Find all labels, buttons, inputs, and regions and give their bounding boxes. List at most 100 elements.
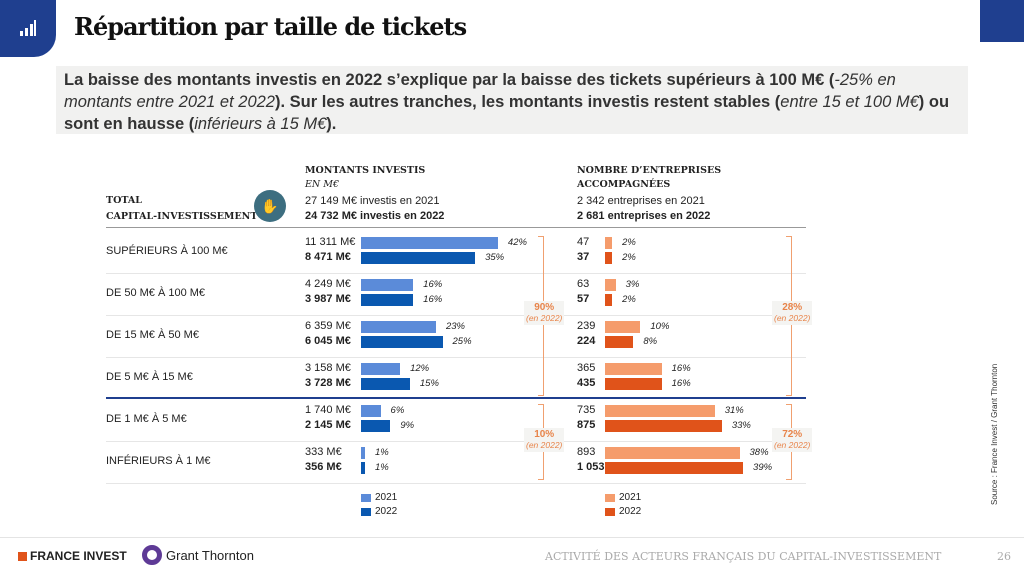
group-divider: [106, 397, 806, 399]
legend-item: 2021: [361, 492, 397, 503]
row-separator: [106, 357, 806, 358]
amounts-value-label: 356 M€: [305, 461, 342, 473]
corner-decoration: [980, 0, 1024, 42]
amounts-pct-label: 23%: [445, 321, 465, 332]
companies-value-label: 735: [577, 404, 596, 416]
companies-value-label: 893: [577, 446, 596, 458]
amounts-pct-label: 1%: [375, 447, 389, 458]
bracket-label: 10% (en 2022): [524, 428, 565, 452]
intro-text: La baisse des montants investis en 2022 …: [56, 66, 968, 134]
row-separator: [106, 315, 806, 316]
companies-pct-label: 39%: [753, 462, 773, 473]
amounts-pct-label: 15%: [419, 378, 439, 389]
amounts-bar-2021: [361, 447, 365, 459]
amounts-bar-2021: [361, 279, 414, 291]
row-separator: [106, 441, 806, 442]
amounts-value-label: 4 249 M€: [305, 278, 351, 290]
companies-pct-label: 16%: [671, 363, 691, 374]
amounts-pct-label: 6%: [390, 405, 405, 416]
companies-value-label: 57: [577, 293, 590, 305]
amounts-pct-label: 16%: [423, 294, 443, 305]
companies-bar-2021: [605, 237, 613, 249]
companies-title-2: ACCOMPAGNÉES: [577, 179, 671, 190]
companies-total-2021: 2 342 entreprises en 2021: [577, 195, 705, 207]
amounts-pct-label: 1%: [375, 462, 389, 473]
companies-value-label: 1 053: [577, 461, 605, 473]
category-label: DE 50 M€ À 100 M€: [106, 287, 206, 299]
bar-chart-icon: [20, 20, 36, 36]
total-label: TOTAL: [106, 195, 142, 206]
page-number: 26: [997, 550, 1011, 563]
companies-bar-2021: [605, 405, 715, 417]
bracket-label: 90% (en 2022): [524, 301, 565, 325]
companies-total-2022: 2 681 entreprises en 2022: [577, 210, 711, 222]
companies-pct-label: 38%: [749, 447, 769, 458]
companies-bar-2021: [605, 363, 662, 375]
companies-value-label: 239: [577, 320, 596, 332]
grant-thornton-logo: Grant Thornton: [142, 545, 254, 565]
amounts-value-label: 1 740 M€: [305, 404, 351, 416]
row-separator: [106, 483, 806, 484]
money-hand-icon: ✋: [254, 190, 286, 222]
amounts-bar-2021: [361, 363, 401, 375]
amounts-unit: EN M€: [305, 179, 340, 190]
legend-item: 2022: [605, 506, 641, 517]
legend-item: 2021: [605, 492, 641, 503]
amounts-value-label: 2 145 M€: [305, 419, 351, 431]
footer-caption: ACTIVITÉ DES ACTEURS FRANÇAIS DU CAPITAL…: [545, 550, 942, 563]
amounts-total-2022: 24 732 M€ investis en 2022: [305, 210, 445, 222]
companies-pct-label: 16%: [671, 378, 691, 389]
amounts-value-label: 8 471 M€: [305, 251, 351, 263]
amounts-bar-2022: [361, 378, 410, 390]
amounts-pct-label: 42%: [507, 237, 527, 248]
total-label-2: CAPITAL-INVESTISSEMENT: [106, 211, 258, 222]
amounts-total-2021: 27 149 M€ investis en 2021: [305, 195, 440, 207]
companies-bar-2022: [605, 420, 722, 432]
amounts-value-label: 6 359 M€: [305, 320, 351, 332]
companies-bar-2022: [605, 378, 662, 390]
amounts-pct-label: 9%: [400, 420, 415, 431]
amounts-bar-2021: [361, 321, 436, 333]
companies-pct-label: 31%: [724, 405, 744, 416]
companies-value-label: 47: [577, 236, 590, 248]
category-label: INFÉRIEURS À 1 M€: [106, 455, 211, 467]
companies-value-label: 37: [577, 251, 590, 263]
companies-pct-label: 10%: [650, 321, 670, 332]
footer-divider: [0, 537, 1024, 538]
header-badge: [0, 0, 56, 57]
legend-item: 2022: [361, 506, 397, 517]
companies-pct-label: 33%: [731, 420, 751, 431]
companies-bar-2021: [605, 279, 616, 291]
amounts-pct-label: 16%: [423, 279, 443, 290]
amounts-bar-2022: [361, 420, 391, 432]
header-divider: [106, 227, 806, 228]
category-label: SUPÉRIEURS À 100 M€: [106, 245, 228, 257]
amounts-bar-2022: [361, 252, 476, 264]
amounts-bar-2022: [361, 336, 443, 348]
france-invest-logo: FRANCE INVEST: [18, 549, 127, 563]
companies-value-label: 435: [577, 377, 596, 389]
companies-bar-2022: [605, 462, 744, 474]
companies-bar-2022: [605, 336, 634, 348]
amounts-bar-2022: [361, 462, 365, 474]
amounts-bar-2021: [361, 405, 381, 417]
bracket-label: 72% (en 2022): [772, 428, 813, 452]
amounts-value-label: 3 987 M€: [305, 293, 351, 305]
companies-pct-label: 2%: [622, 294, 636, 305]
amounts-title: MONTANTS INVESTIS: [305, 165, 426, 176]
amounts-value-label: 3 728 M€: [305, 377, 351, 389]
companies-value-label: 365: [577, 362, 596, 374]
companies-bar-2022: [605, 294, 613, 306]
amounts-value-label: 11 311 M€: [305, 236, 356, 248]
amounts-pct-label: 12%: [410, 363, 430, 374]
amounts-value-label: 6 045 M€: [305, 335, 351, 347]
companies-value-label: 63: [577, 278, 590, 290]
category-label: DE 5 M€ À 15 M€: [106, 371, 193, 383]
companies-value-label: 224: [577, 335, 596, 347]
bracket-label: 28% (en 2022): [772, 301, 813, 325]
category-label: DE 1 M€ À 5 M€: [106, 413, 187, 425]
row-separator: [106, 273, 806, 274]
source-note: Source : France Invest / Grant Thornton: [990, 363, 999, 505]
companies-pct-label: 2%: [622, 252, 636, 263]
amounts-pct-label: 25%: [452, 336, 472, 347]
